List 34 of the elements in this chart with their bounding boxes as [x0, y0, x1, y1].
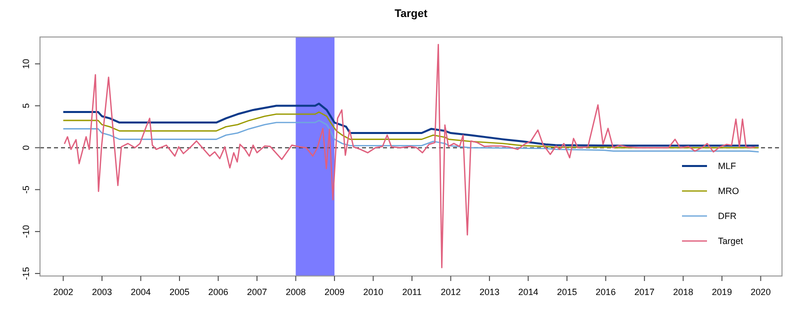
x-tick-label: 2020 — [750, 287, 771, 297]
line-series — [62, 102, 760, 147]
x-tick-label: 2004 — [130, 287, 151, 297]
x-tick-label: 2005 — [169, 287, 190, 297]
y-tick-label: 0 — [21, 145, 31, 150]
x-tick-label: 2018 — [673, 287, 694, 297]
line-series — [62, 111, 760, 148]
x-tick-label: 2014 — [518, 287, 538, 297]
x-tick-label: 2009 — [324, 287, 344, 297]
y-tick-label: 10 — [21, 58, 31, 69]
y-tick-label: -5 — [21, 186, 31, 194]
x-tick-label: 2006 — [208, 287, 228, 297]
x-tick-label: 2019 — [712, 287, 732, 297]
x-tick-label: 2002 — [53, 287, 74, 297]
x-tick-label: 2011 — [402, 287, 422, 297]
x-tick-label: 2013 — [479, 287, 500, 297]
y-tick-label: -10 — [21, 225, 31, 238]
y-tick-label: -15 — [21, 266, 31, 280]
x-tick-label: 2008 — [286, 287, 306, 297]
x-tick-label: 2003 — [92, 287, 112, 297]
chart-title: Target — [394, 8, 428, 20]
x-tick-label: 2010 — [363, 287, 384, 297]
x-tick-label: 2012 — [440, 287, 461, 297]
x-tick-label: 2016 — [596, 287, 616, 297]
legend-label: DFR — [718, 211, 737, 221]
y-tick-label: 5 — [21, 103, 31, 108]
x-tick-label: 2007 — [246, 287, 267, 297]
line-series — [64, 44, 756, 268]
legend-label: Target — [718, 236, 744, 246]
line-series — [62, 120, 760, 153]
legend-label: MRO — [718, 186, 739, 196]
x-tick-label: 2017 — [634, 287, 654, 297]
x-tick-label: 2015 — [556, 287, 577, 297]
legend-label: MLF — [718, 161, 736, 171]
